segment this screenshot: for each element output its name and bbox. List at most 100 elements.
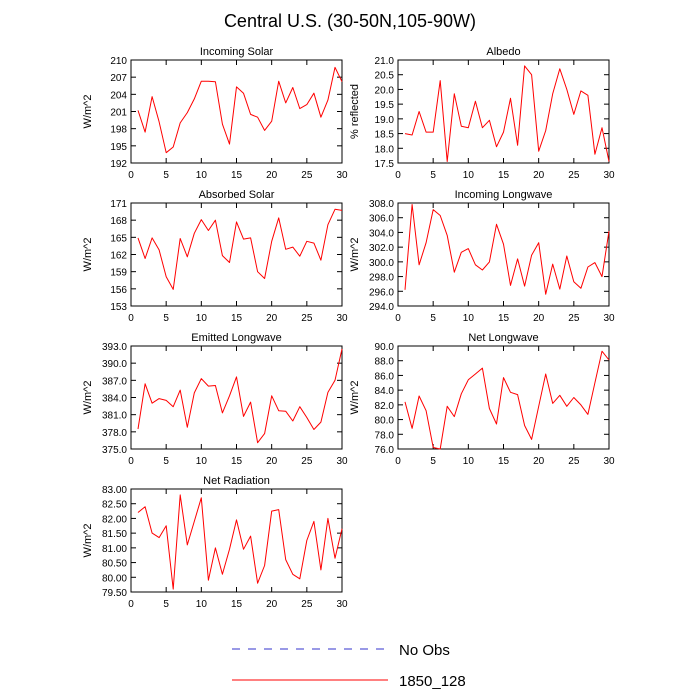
y-tick-label: 204 [110, 90, 127, 101]
x-tick-label: 25 [301, 313, 313, 324]
y-tick-label: 300.0 [369, 258, 394, 269]
y-tick-label: 21.0 [375, 56, 395, 67]
x-tick-label: 10 [463, 170, 475, 181]
x-tick-label: 10 [196, 599, 208, 610]
y-tick-label: 387.0 [102, 376, 127, 387]
y-tick-label: 20.0 [375, 85, 395, 96]
y-tick-label: 384.0 [102, 394, 127, 405]
y-tick-label: 168 [110, 216, 127, 227]
y-tick-label: 17.5 [375, 159, 395, 170]
x-tick-label: 20 [533, 456, 545, 467]
y-tick-label: 210 [110, 56, 127, 67]
x-tick-label: 30 [336, 599, 348, 610]
y-axis-label: W/m^2 [82, 381, 94, 415]
x-tick-label: 0 [128, 170, 134, 181]
y-tick-label: 78.0 [375, 430, 395, 441]
y-tick-label: 18.0 [375, 144, 395, 155]
panel-title: Incoming Solar [200, 46, 274, 58]
x-tick-label: 30 [603, 313, 615, 324]
y-tick-label: 294.0 [369, 302, 394, 313]
y-tick-label: 195 [110, 142, 127, 153]
y-tick-label: 378.0 [102, 428, 127, 439]
x-tick-label: 0 [128, 599, 134, 610]
panel-albedo: Albedo 0 5 10 15 20 25 30 17.5 18.0 18.5 19.0 19.5 20… [349, 46, 615, 181]
y-axis-label: W/m^2 [349, 238, 361, 272]
plot-frame [397, 59, 610, 164]
x-tick-label: 25 [301, 456, 313, 467]
panel-group: Incoming Solar 0 5 10 15 20 25 30 192 195 198 201 20… [82, 46, 615, 610]
y-tick-label: 86.0 [375, 371, 395, 382]
y-tick-label: 83.00 [102, 485, 127, 496]
plot-frame [130, 488, 343, 593]
x-tick-label: 0 [395, 456, 401, 467]
y-tick-label: 207 [110, 73, 127, 84]
y-tick-label: 82.0 [375, 401, 395, 412]
y-tick-label: 153 [110, 302, 127, 313]
y-axis-label: W/m^2 [82, 238, 94, 272]
x-tick-label: 0 [128, 456, 134, 467]
y-tick-label: 198 [110, 125, 127, 136]
x-tick-label: 0 [128, 313, 134, 324]
y-tick-label: 20.5 [375, 71, 395, 82]
x-tick-label: 10 [463, 456, 475, 467]
plot-frame [397, 345, 610, 450]
legend-no-obs-label: No Obs [399, 642, 450, 659]
x-tick-label: 30 [336, 170, 348, 181]
plot-frame [130, 59, 343, 164]
x-tick-label: 25 [568, 170, 580, 181]
x-tick-label: 5 [163, 599, 169, 610]
y-tick-label: 171 [110, 199, 127, 210]
panel-title: Emitted Longwave [191, 332, 282, 344]
panel-title: Net Radiation [203, 475, 270, 487]
x-tick-label: 20 [266, 170, 278, 181]
x-tick-label: 10 [463, 313, 475, 324]
legend: No Obs 1850_128 [232, 642, 466, 690]
x-tick-label: 0 [395, 170, 401, 181]
y-tick-label: 81.00 [102, 544, 127, 555]
y-tick-label: 296.0 [369, 287, 394, 298]
x-tick-label: 15 [231, 170, 243, 181]
x-tick-label: 15 [231, 313, 243, 324]
y-tick-label: 82.00 [102, 514, 127, 525]
y-tick-label: 19.5 [375, 100, 395, 111]
plot-frame [130, 202, 343, 307]
x-tick-label: 10 [196, 313, 208, 324]
x-tick-label: 30 [336, 456, 348, 467]
x-tick-label: 25 [301, 170, 313, 181]
x-tick-label: 30 [603, 456, 615, 467]
series-line-1850-128 [137, 208, 343, 290]
y-tick-label: 156 [110, 285, 127, 296]
x-tick-label: 15 [231, 599, 243, 610]
x-tick-label: 30 [603, 170, 615, 181]
x-tick-label: 5 [163, 313, 169, 324]
x-tick-label: 5 [430, 170, 436, 181]
panel-title: Absorbed Solar [199, 189, 275, 201]
panel-title: Albedo [486, 46, 520, 58]
x-tick-label: 10 [196, 456, 208, 467]
y-tick-label: 162 [110, 251, 127, 262]
y-tick-label: 80.0 [375, 416, 395, 427]
x-tick-label: 25 [568, 456, 580, 467]
y-tick-label: 192 [110, 159, 127, 170]
plot-frame [397, 202, 610, 307]
y-tick-label: 81.50 [102, 529, 127, 540]
y-tick-label: 80.00 [102, 573, 127, 584]
y-tick-label: 302.0 [369, 243, 394, 254]
panel-net-longwave: Net Longwave 0 5 10 15 20 25 30 76.0 78.0 80.0 82.0… [349, 332, 615, 467]
x-tick-label: 0 [395, 313, 401, 324]
panel-emitted-longwave: Emitted Longwave 0 5 10 15 20 25 30 375.0 378.0 38… [82, 332, 348, 467]
series-line-1850-128 [137, 66, 343, 154]
y-tick-label: 390.0 [102, 359, 127, 370]
x-tick-label: 5 [430, 456, 436, 467]
y-tick-label: 76.0 [375, 445, 395, 456]
series-line-1850-128 [404, 65, 610, 162]
figure-title: Central U.S. (30-50N,105-90W) [224, 11, 476, 31]
y-tick-label: 298.0 [369, 273, 394, 284]
y-tick-label: 18.5 [375, 130, 395, 141]
x-tick-label: 20 [533, 170, 545, 181]
panel-title: Net Longwave [468, 332, 538, 344]
panel-net-radiation: Net Radiation 0 5 10 15 20 25 30 79.50 80.00 80.50… [82, 475, 348, 610]
series-line-1850-128 [137, 494, 343, 590]
y-tick-label: 79.50 [102, 588, 127, 599]
x-tick-label: 15 [231, 456, 243, 467]
